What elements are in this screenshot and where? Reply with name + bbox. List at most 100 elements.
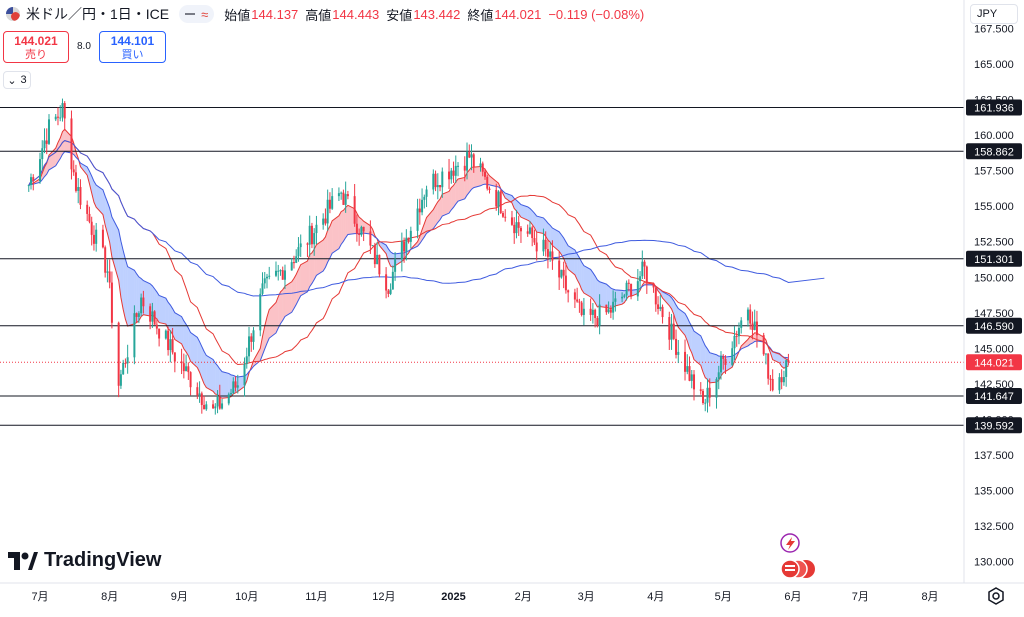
time-label-1: 8月 (101, 591, 118, 603)
candle-body-9 (56, 116, 59, 118)
currency-selector[interactable]: JPY (970, 4, 1018, 24)
candle-body-147 (488, 188, 491, 190)
cloud-seg-167 (550, 225, 553, 246)
candle-body-35 (137, 313, 140, 317)
price-tick-12: 137.500 (974, 450, 1014, 462)
candle-body-57 (205, 404, 208, 410)
candles (27, 98, 790, 415)
candle-body-192 (630, 283, 633, 297)
candle-body-84 (292, 262, 295, 264)
price-tick-14: 132.500 (974, 521, 1014, 533)
candle-body-22 (95, 229, 98, 244)
candle-body-0 (27, 185, 30, 187)
candle-body-114 (387, 290, 390, 294)
candle-body-18 (86, 204, 89, 214)
candle-body-158 (526, 231, 529, 234)
indicator-collapse-button[interactable]: ⌄ 3 (3, 71, 31, 89)
candle-body-87 (299, 243, 302, 248)
cloud-seg-206 (673, 300, 677, 322)
last-price-label: 144.021 (974, 357, 1014, 369)
candle-body-4 (41, 148, 44, 160)
cloud-seg-88 (300, 261, 308, 296)
cloud-seg-217 (707, 348, 710, 383)
cloud-seg-203 (662, 291, 670, 306)
candle-body-63 (227, 394, 230, 404)
cloud-seg-211 (689, 322, 692, 353)
buy-price: 144.101 (110, 34, 155, 48)
cloud-seg-240 (781, 355, 784, 369)
candle-body-225 (735, 335, 738, 337)
candle-body-58 (212, 404, 215, 409)
candle-body-187 (614, 298, 617, 302)
candle-body-13 (70, 118, 73, 170)
cloud-seg-99 (338, 211, 342, 249)
symbol-title[interactable]: 米ドル／円・1日・ICE (26, 6, 170, 22)
tradingview-logo[interactable]: TradingView (8, 549, 161, 572)
cloud-seg-193 (631, 289, 638, 297)
candle-body-241 (785, 360, 788, 377)
cloud-seg-172 (565, 241, 569, 270)
candle-body-182 (598, 304, 601, 326)
candle-body-98 (337, 193, 340, 197)
cloud-seg-55 (199, 341, 202, 379)
cloud-seg-40 (152, 285, 155, 317)
ma-cloud (28, 129, 789, 399)
candle-body-68 (243, 364, 246, 386)
candle-body-95 (326, 199, 329, 224)
candle-body-184 (607, 309, 610, 313)
ohlc-change: −0.119 (−0.08%) (548, 6, 645, 22)
cloud-seg-89 (307, 254, 310, 292)
ohlc-open-value: 144.137 (251, 6, 299, 22)
cloud-seg-34 (134, 270, 137, 324)
candle-body-133 (448, 171, 451, 180)
time-label-2: 9月 (171, 591, 188, 603)
cloud-seg-92 (314, 244, 317, 280)
buy-button[interactable]: 144.101 買い (99, 31, 166, 63)
cloud-seg-60 (215, 363, 218, 395)
indicator-toggle[interactable]: ≈ (179, 5, 215, 23)
cloud-seg-156 (516, 200, 519, 215)
cloud-seg-164 (543, 217, 546, 237)
candle-body-91 (313, 233, 316, 245)
candle-body-92 (315, 224, 318, 234)
candle-body-175 (578, 301, 581, 303)
candle-body-183 (605, 304, 608, 313)
cloud-seg-125 (419, 229, 423, 244)
candle-body-223 (731, 348, 734, 365)
cloud-seg-93 (316, 239, 324, 276)
ohlc-open-label: 始値 (224, 7, 251, 23)
candle-body-80 (279, 270, 282, 272)
cloud-seg-42 (156, 291, 160, 323)
ohlc-low-value: 143.442 (413, 6, 461, 22)
cloud-seg-215 (703, 340, 706, 378)
candle-body-26 (108, 271, 111, 283)
line-price-labels: 161.936 158.862 151.301 146.590 141.647 139.5… (966, 99, 1022, 434)
cloud-seg-96 (327, 226, 330, 263)
candle-body-76 (265, 276, 268, 279)
candle-body-154 (513, 224, 516, 234)
cloud-seg-139 (464, 172, 468, 199)
candle-body-102 (346, 194, 349, 197)
candle-body-186 (612, 301, 615, 313)
cloud-seg-155 (514, 198, 517, 211)
candle-body-216 (706, 387, 709, 403)
ma-long-line (28, 140, 825, 297)
candle-body-85 (295, 256, 298, 263)
price-tick-5: 155.000 (974, 201, 1014, 213)
cloud-seg-135 (451, 185, 454, 210)
candle-body-205 (672, 323, 675, 339)
cloud-seg-22 (93, 181, 97, 208)
candle-body-232 (755, 321, 758, 336)
candle-body-135 (452, 170, 455, 176)
sell-button[interactable]: 144.021 売り (3, 31, 69, 63)
candle-body-21 (92, 234, 95, 244)
candle-body-162 (535, 242, 538, 252)
candle-body-99 (340, 192, 343, 194)
cloud-seg-54 (197, 337, 200, 373)
candle-body-12 (63, 103, 66, 119)
candle-body-81 (281, 270, 284, 280)
candle-body-136 (454, 165, 457, 176)
candle-body-94 (324, 218, 327, 224)
cloud-seg-53 (190, 332, 198, 368)
